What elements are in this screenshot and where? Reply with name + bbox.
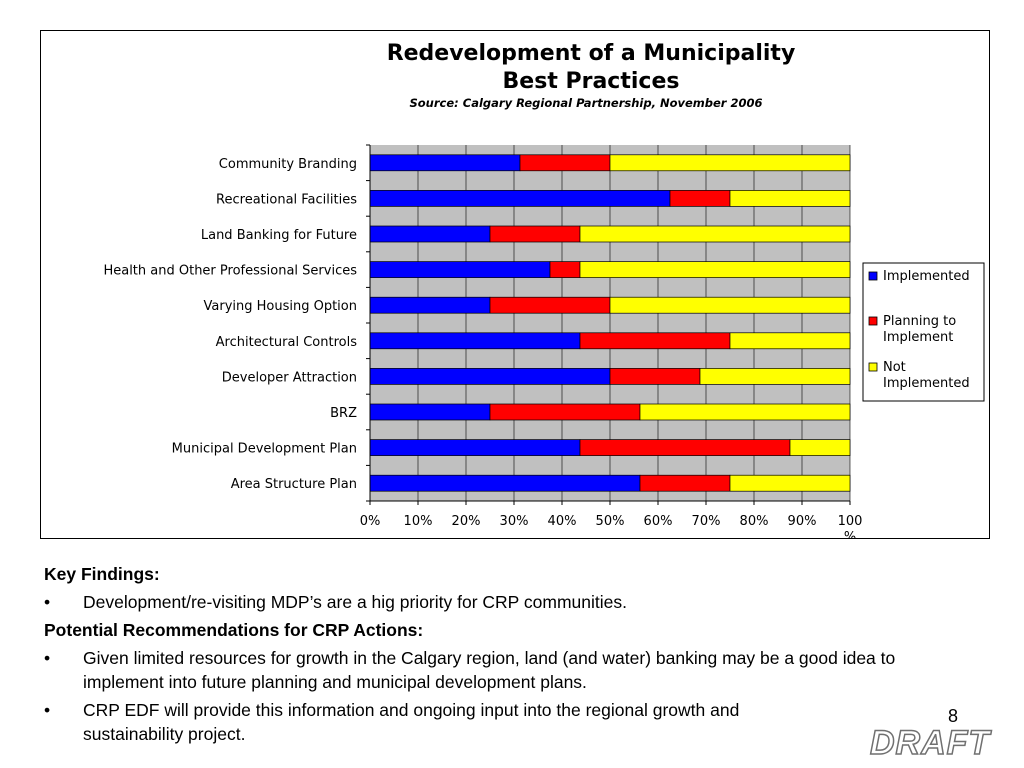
recommendations-heading: Potential Recommendations for CRP Action… (44, 620, 424, 640)
legend-label: Not Implemented (883, 360, 970, 391)
bar-segment-planning-to-implement (489, 225, 581, 243)
bar-segment-planning-to-implement (579, 439, 791, 456)
category-label: Varying Housing Option (204, 299, 358, 314)
x-tick-label: 60% (644, 514, 673, 529)
category-label: Recreational Facilities (216, 192, 357, 207)
bullet-icon: • (44, 592, 51, 612)
bar-segment-not-implemented (699, 368, 851, 385)
bar-segment-planning-to-implement (639, 474, 731, 492)
recommendation-item: • CRP EDF will provide this information … (44, 698, 954, 746)
bar-segment-implemented (369, 403, 491, 421)
bar-segment-implemented (369, 261, 551, 278)
bar-segment-not-implemented (639, 403, 851, 421)
bar-segment-planning-to-implement (489, 296, 611, 314)
category-label: BRZ (330, 406, 357, 421)
x-tick-label: 30% (500, 514, 529, 529)
legend-swatch (868, 271, 878, 281)
chart-title-line1: Redevelopment of a Municipality (387, 41, 796, 66)
category-label: Municipal Development Plan (172, 442, 357, 457)
page-number: 8 (948, 706, 959, 726)
bar-segment-not-implemented (729, 332, 851, 350)
bar-segment-not-implemented (789, 439, 851, 456)
category-label: Community Branding (219, 157, 357, 172)
chart-title-line2: Best Practices (503, 69, 680, 94)
draft-watermark: DRAFT (869, 723, 991, 763)
bar-segment-planning-to-implement (609, 368, 701, 385)
bullet-icon: • (44, 700, 51, 720)
bar-segment-implemented (369, 190, 671, 207)
bar-segment-implemented (369, 474, 641, 492)
key-findings-heading: Key Findings: (44, 564, 160, 584)
legend-swatch (868, 316, 878, 326)
bar-segment-not-implemented (609, 296, 851, 314)
category-label: Health and Other Professional Services (103, 264, 357, 279)
category-label: Architectural Controls (216, 335, 358, 350)
x-tick-label: 70% (692, 514, 721, 529)
bar-segment-not-implemented (609, 154, 851, 172)
x-tick-label: 40% (548, 514, 577, 529)
legend: Implemented Planning to Implement Not Implem… (862, 262, 985, 402)
bar-segment-planning-to-implement (579, 332, 731, 350)
x-tick-label: 100% (838, 514, 863, 538)
chart-frame: Redevelopment of a Municipality Best Pra… (40, 30, 990, 539)
chart-subtitle: Source: Calgary Regional Partnership, No… (410, 96, 763, 110)
recommendation-text: CRP EDF will provide this information an… (83, 700, 740, 744)
category-label: Land Banking for Future (201, 228, 357, 243)
bar-segment-not-implemented (579, 225, 851, 243)
legend-label: Planning to Implement (883, 314, 956, 345)
category-label: Area Structure Plan (231, 477, 357, 492)
x-tick-label: 50% (596, 514, 625, 529)
bar-segment-implemented (369, 368, 611, 385)
bullet-icon: • (44, 648, 51, 668)
key-finding-item: • Development/re-visiting MDP’s are a hi… (44, 590, 954, 614)
stacked-bar-chart: Redevelopment of a Municipality Best Pra… (103, 41, 985, 538)
x-tick-label: 10% (404, 514, 433, 529)
bar-segment-implemented (369, 296, 491, 314)
key-finding-text: Development/re-visiting MDP’s are a hig … (83, 592, 627, 612)
recommendation-text: Given limited resources for growth in th… (83, 648, 896, 692)
bar-segment-planning-to-implement (519, 154, 611, 172)
x-tick-label: 20% (452, 514, 481, 529)
legend-label: Implemented (883, 269, 970, 284)
bar-segment-planning-to-implement (669, 190, 731, 207)
bar-segment-implemented (369, 332, 581, 350)
category-label: Developer Attraction (222, 370, 357, 385)
bar-segment-not-implemented (729, 474, 851, 492)
bar-segment-planning-to-implement (489, 403, 641, 421)
notes-section: Key Findings: • Development/re-visiting … (44, 562, 954, 750)
legend-swatch (868, 362, 878, 372)
x-tick-label: 90% (788, 514, 817, 529)
bar-segment-implemented (369, 439, 581, 456)
bar-segment-not-implemented (579, 261, 851, 278)
x-tick-label: 0% (360, 514, 381, 529)
bar-segment-implemented (369, 225, 491, 243)
recommendation-item: • Given limited resources for growth in … (44, 646, 954, 694)
bar-segment-not-implemented (729, 190, 851, 207)
bar-segment-implemented (369, 154, 521, 172)
legend-box (862, 262, 985, 402)
x-tick-label: 80% (740, 514, 769, 529)
bar-segment-planning-to-implement (549, 261, 581, 278)
